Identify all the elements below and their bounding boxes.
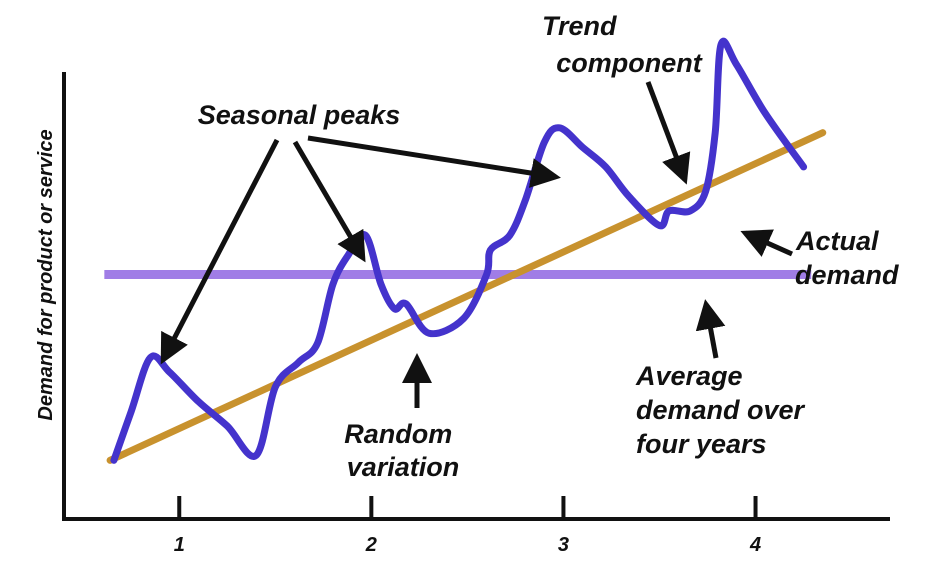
arrow-seasonal-to-peak-1 <box>160 138 280 365</box>
arrow-average-demand <box>695 299 726 359</box>
annotation-trend-component: Trend component <box>542 11 703 78</box>
series-layer <box>104 37 827 464</box>
arrow-trend-component <box>645 81 691 185</box>
series-actual-demand <box>110 37 808 464</box>
x-tick-label-3: 3 <box>558 534 569 556</box>
y-axis-label: Demand for product or service <box>35 129 57 420</box>
arrow-actual-demand <box>740 229 794 257</box>
x-ticks: 1 2 3 4 <box>174 496 761 556</box>
arrow-seasonal-to-peak-3 <box>307 135 561 188</box>
annotation-actual-demand: Actual demand <box>795 226 899 290</box>
annotation-random-variation: Random variation <box>344 419 460 482</box>
x-tick-label-1: 1 <box>174 534 185 556</box>
annotation-average-demand: Average demand over four years <box>635 361 812 459</box>
annotation-seasonal-peaks: Seasonal peaks <box>198 100 401 130</box>
x-tick-label-2: 2 <box>365 534 377 556</box>
arrow-seasonal-to-peak-2 <box>292 140 366 263</box>
x-tick-label-4: 4 <box>749 534 761 556</box>
